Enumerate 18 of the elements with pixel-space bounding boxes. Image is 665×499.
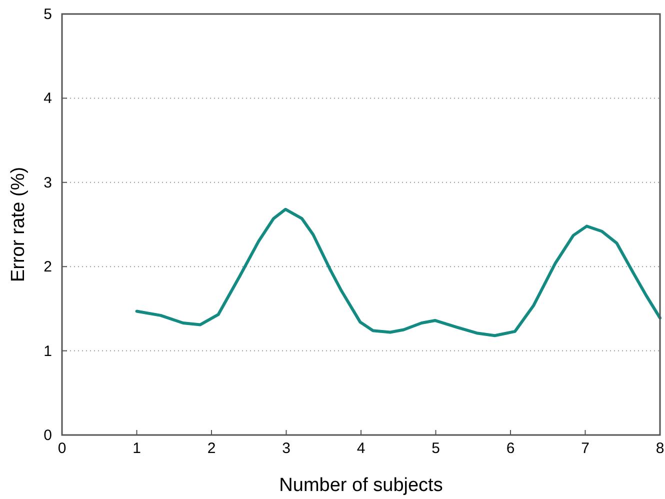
x-tick-label: 6 bbox=[506, 440, 515, 457]
y-tick-label: 5 bbox=[44, 6, 52, 23]
x-tick-label: 2 bbox=[207, 440, 216, 457]
x-tick-label: 0 bbox=[58, 440, 66, 457]
y-tick-label: 4 bbox=[44, 90, 52, 108]
x-tick-label: 4 bbox=[356, 440, 366, 457]
x-tick-label: 7 bbox=[581, 440, 590, 457]
y-tick-label: 0 bbox=[44, 427, 52, 444]
y-tick-label: 1 bbox=[44, 342, 52, 360]
y-tick-label: 3 bbox=[44, 174, 52, 192]
line-series bbox=[135, 208, 662, 338]
x-tick-label: 5 bbox=[432, 440, 440, 457]
x-tick-label: 1 bbox=[132, 440, 141, 457]
x-tick-label: 8 bbox=[656, 440, 664, 457]
x-axis-title: Number of subjects bbox=[279, 475, 443, 496]
x-tick-label: 3 bbox=[282, 440, 290, 457]
y-tick-label: 2 bbox=[44, 258, 52, 276]
y-axis-title: Error rate (%) bbox=[8, 166, 29, 282]
